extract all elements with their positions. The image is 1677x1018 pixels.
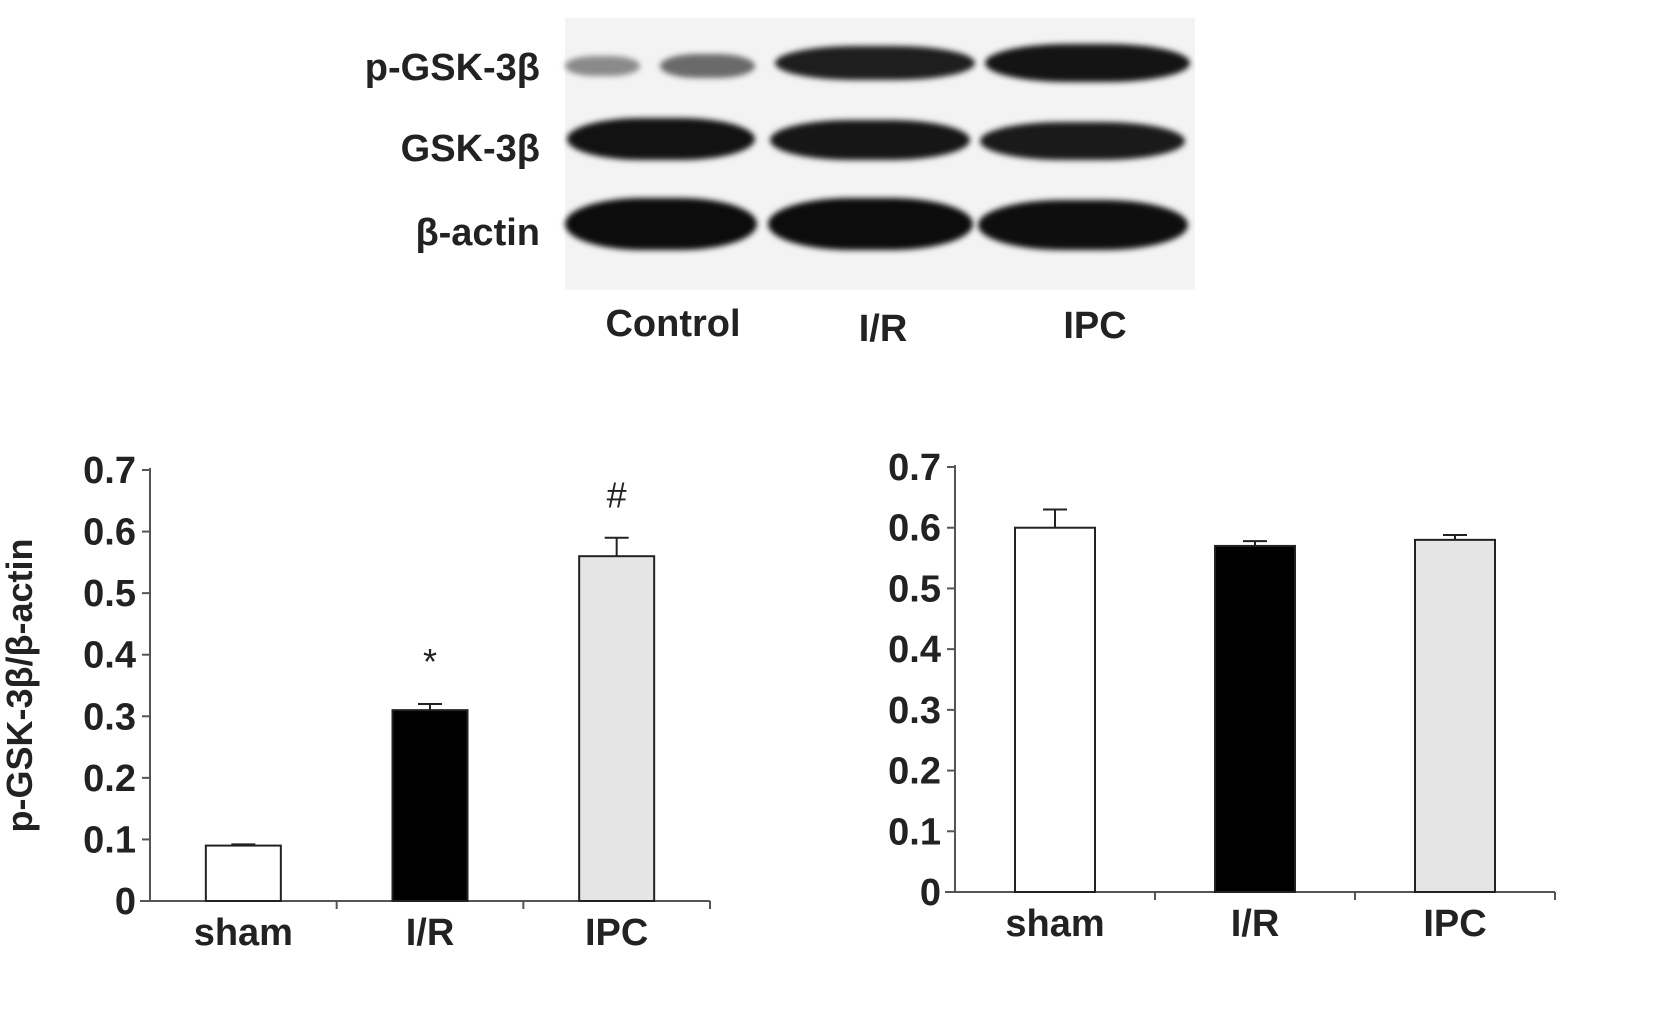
y-tick-label: 0.1	[83, 819, 136, 861]
y-tick-label: 0.6	[888, 508, 941, 550]
band-p-gsk3b-ipc	[985, 44, 1190, 82]
band-actin-control	[565, 198, 757, 250]
blot-lane-label-ir: I/R	[858, 308, 908, 350]
blot-row-label-beta-actin: β-actin	[415, 212, 540, 254]
bar-i-r	[1214, 544, 1296, 894]
blot-row-label-gsk3b: GSK-3β	[400, 128, 540, 170]
blot-lane-label-ipc: IPC	[1063, 305, 1127, 347]
y-tick-label: 0	[115, 881, 136, 923]
y-tick-label: 0.2	[83, 758, 136, 800]
y-tick-label: 0.5	[888, 568, 941, 610]
band-gsk3b-ir	[770, 120, 970, 160]
bar-ipc	[578, 555, 656, 902]
x-tick-label: I/R	[1231, 903, 1280, 945]
y-tick-label: 0.7	[83, 450, 136, 492]
x-tick-label: sham	[194, 912, 293, 954]
y-tick-label: 0.5	[83, 573, 136, 615]
y-tick-label: 0	[920, 872, 941, 914]
y-tick-label: 0.7	[888, 447, 941, 489]
x-tick-label: I/R	[406, 912, 455, 954]
bar-sham	[1014, 526, 1096, 893]
band-p-gsk3b-control-a	[565, 56, 640, 76]
x-tick-label: IPC	[585, 912, 648, 954]
band-gsk3b-ipc	[980, 122, 1185, 160]
band-actin-ipc	[978, 200, 1188, 250]
band-p-gsk3b-ir	[775, 46, 975, 80]
band-gsk3b-control	[567, 118, 755, 160]
y-tick-label: 0.6	[83, 512, 136, 554]
blot-membrane-image	[565, 18, 1195, 290]
y-tick-label: 0.4	[888, 629, 941, 671]
blot-row-label-p-gsk3b: p-GSK-3β	[364, 47, 540, 89]
x-tick-label: IPC	[1423, 903, 1486, 945]
y-tick-label: 0.3	[888, 690, 941, 732]
bar-ipc	[1414, 538, 1496, 893]
bar-i-r	[391, 709, 469, 902]
x-tick-label: sham	[1005, 903, 1104, 945]
bar-chart-p-gsk3b: p-GSK-3β/β-actin 0 0.1 0.2 0.3 0.4 0.5 0.6 0.7 sh…	[0, 450, 711, 954]
bar-sham	[204, 844, 282, 903]
significance-marker: #	[607, 475, 627, 516]
y-tick-label: 0.1	[888, 811, 941, 853]
blot-lane-label-control: Control	[605, 303, 741, 345]
western-blot-panel: p-GSK-3β GSK-3β β-actin Control I/R IPC	[0, 0, 1677, 380]
band-p-gsk3b-control-b	[660, 54, 755, 78]
y-tick-label: 0.2	[888, 751, 941, 793]
bar-chart-gsk3b: GSK-3β/β-actin00.10.20.30.40.50.60.7sham…	[888, 447, 1556, 945]
significance-marker: *	[423, 641, 437, 682]
band-actin-ir	[768, 198, 973, 250]
y-axis-label: p-GSK-3β/β-actin	[0, 539, 40, 833]
y-tick-label: 0.4	[83, 635, 136, 677]
y-tick-label: 0.3	[83, 696, 136, 738]
